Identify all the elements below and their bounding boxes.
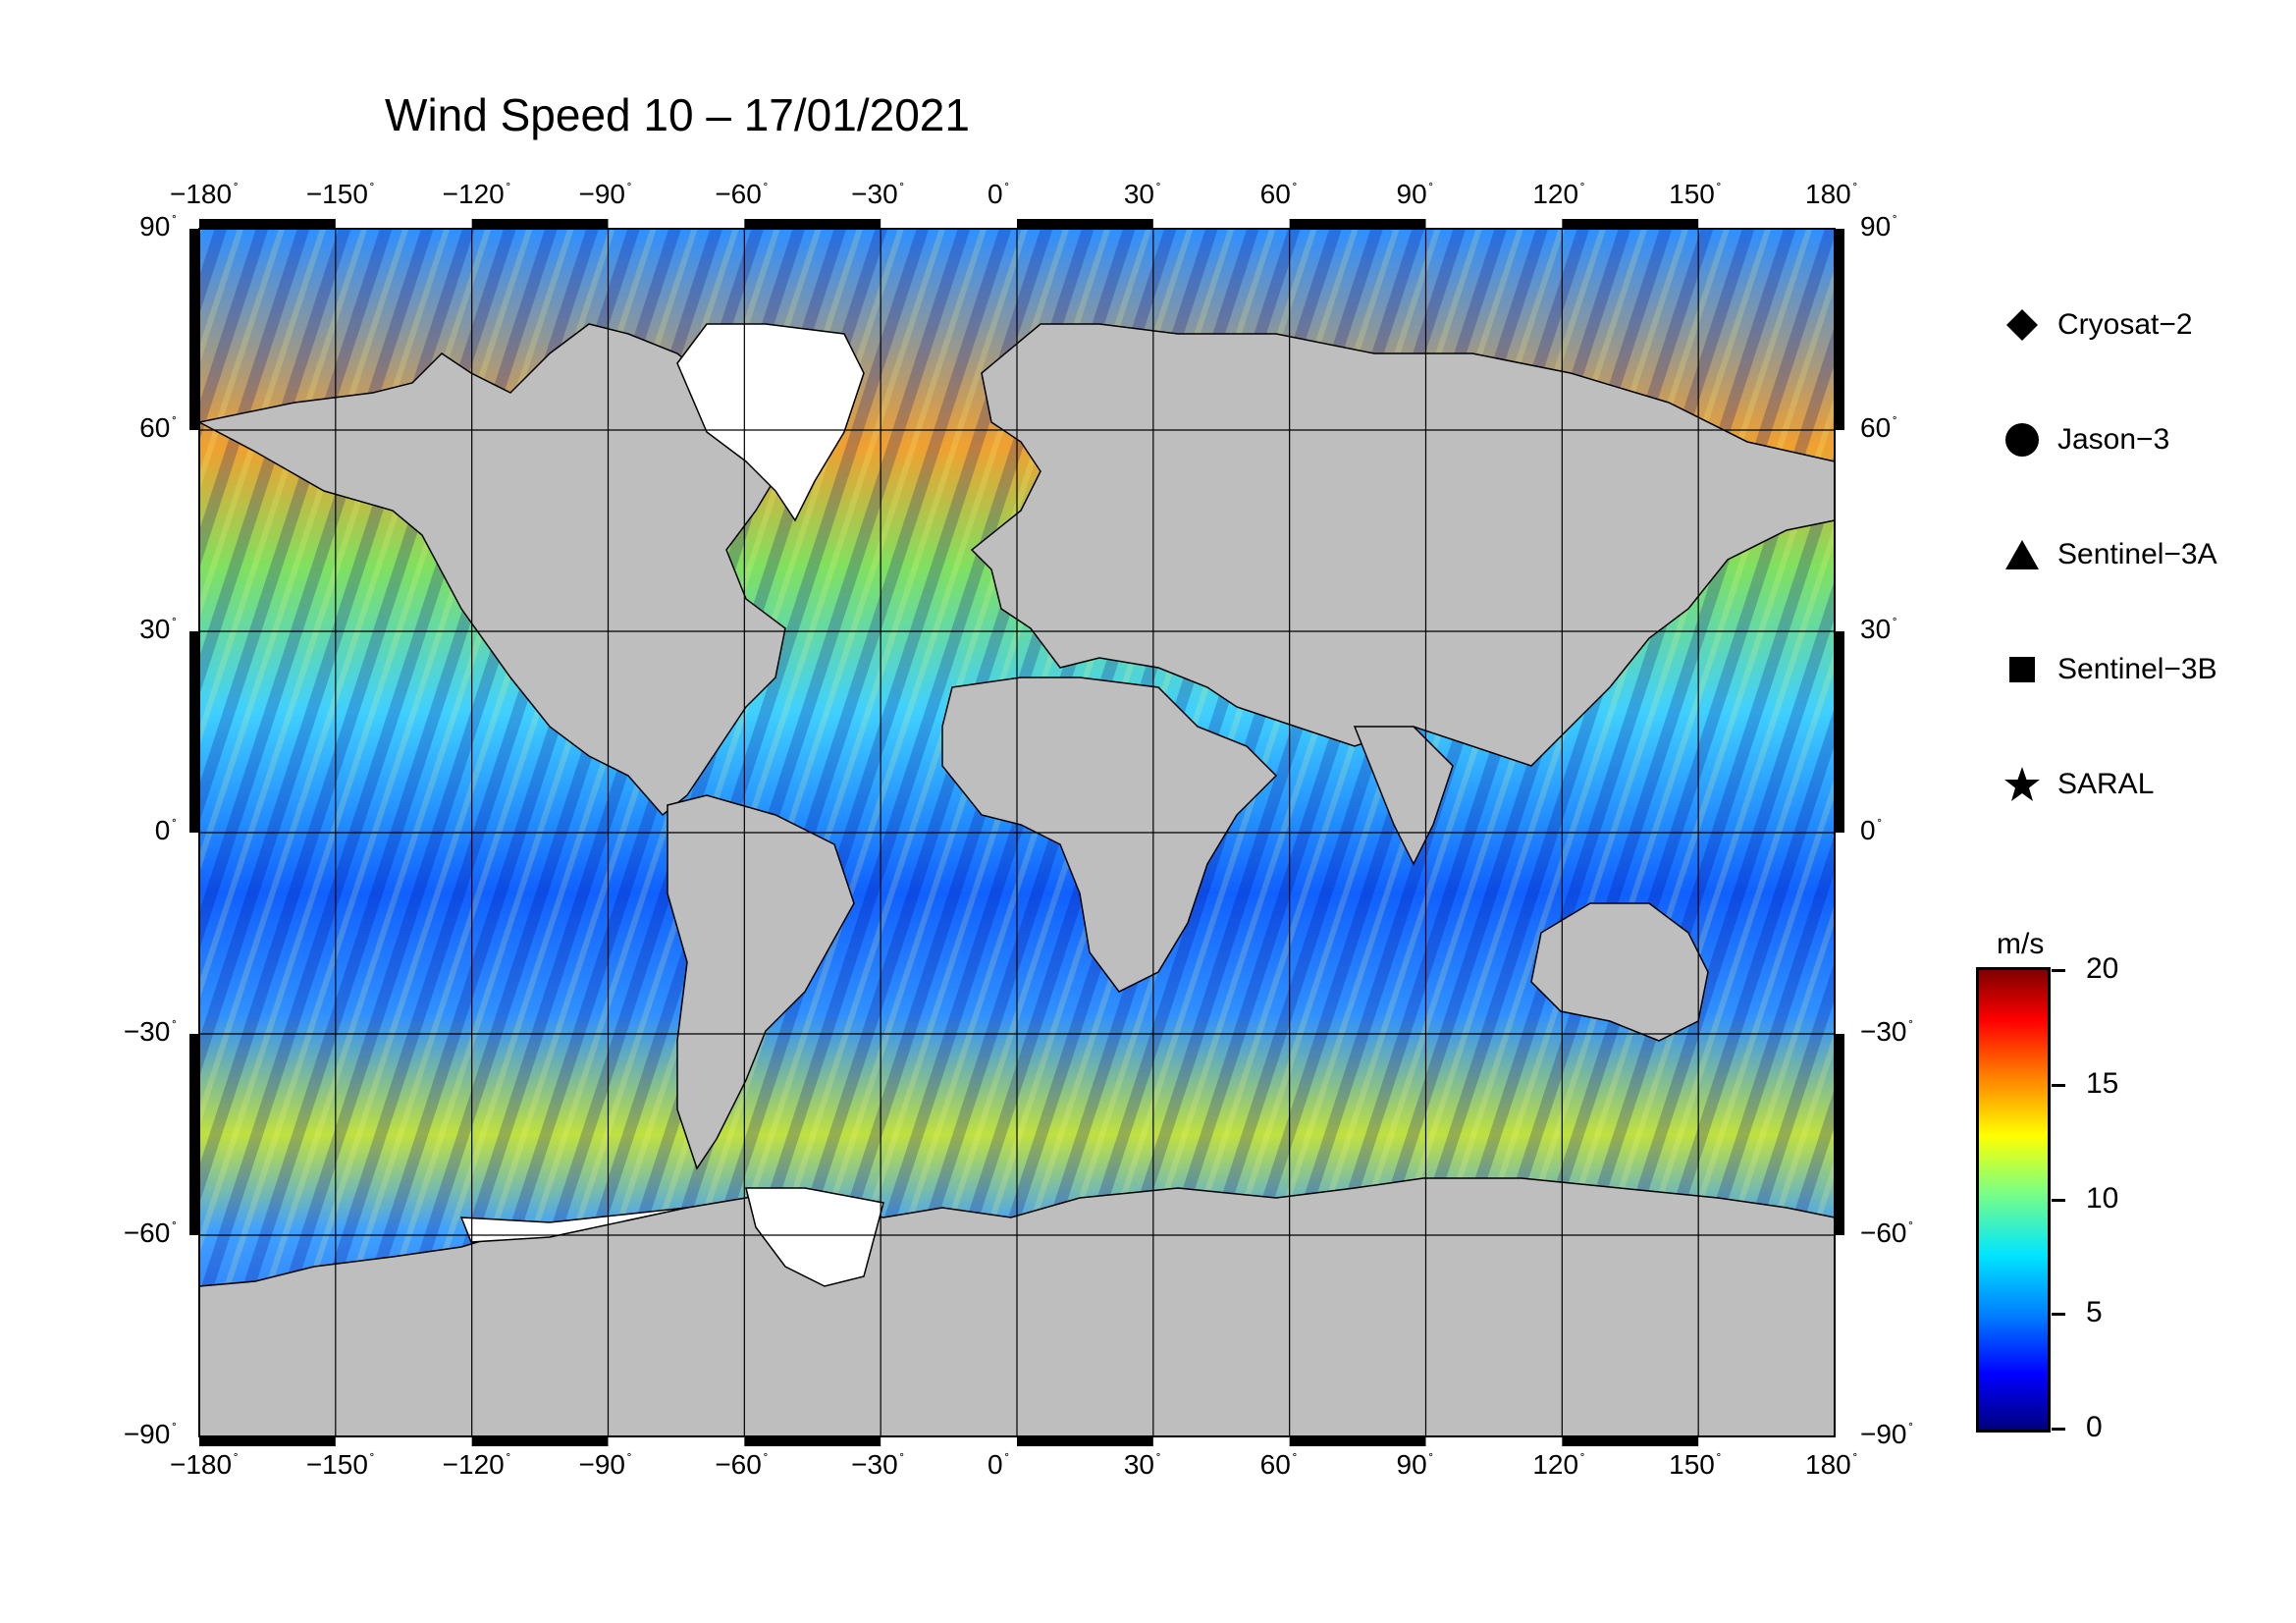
colorbar-tick-mark	[2052, 1198, 2065, 1202]
africa	[941, 676, 1278, 993]
india	[1353, 726, 1454, 866]
lat-tick-label-left: 60 ˚	[139, 412, 177, 443]
lon-tick-label-top: 90 ˚	[1396, 179, 1434, 209]
lon-tick-label-top: −30 ˚	[851, 179, 905, 209]
map-title: Wind Speed 10 – 17/01/2021	[385, 89, 970, 140]
frame-bar-segment	[1835, 1034, 1844, 1235]
lon-tick-label-bottom: 120 ˚	[1532, 1449, 1585, 1480]
diamond-icon	[2006, 309, 2038, 341]
frame-bar-segment	[1289, 1436, 1426, 1446]
lat-tick-label-right: 30 ˚	[1860, 614, 1897, 644]
legend-label: Sentinel−3B	[2057, 653, 2217, 685]
lat-tick-label-left: −60 ˚	[123, 1217, 177, 1248]
lon-tick-label-top: −90 ˚	[578, 179, 632, 209]
lat-tick-label-right: −90 ˚	[1860, 1419, 1914, 1449]
lon-tick-label-top: 180 ˚	[1805, 179, 1858, 209]
colorbar-tick-label: 15	[2086, 1066, 2119, 1100]
colorbar-tick-mark	[2052, 1428, 2065, 1431]
lat-tick-label-right: 60 ˚	[1860, 412, 1897, 443]
frame-bar-segment	[189, 631, 199, 833]
lat-tick-label-right: 90 ˚	[1860, 211, 1897, 242]
lat-tick-label-right: 0 ˚	[1860, 815, 1883, 845]
triangle-icon	[2005, 540, 2039, 569]
frame-bar-segment	[1017, 219, 1153, 229]
lon-tick-label-bottom: −120 ˚	[442, 1449, 511, 1480]
map-plot-area	[189, 219, 1844, 1446]
lon-tick-label-bottom: 30 ˚	[1123, 1449, 1161, 1480]
colorbar	[1976, 967, 2051, 1433]
lon-tick-label-bottom: −60 ˚	[715, 1449, 769, 1480]
lon-tick-label-bottom: −30 ˚	[851, 1449, 905, 1480]
legend-item-sentinel-3a: Sentinel−3A	[2002, 533, 2217, 576]
legend-item-jason: Jason−3	[2002, 418, 2169, 461]
frame-bar-segment	[744, 219, 881, 229]
frame-bar-segment	[1017, 1436, 1153, 1446]
lon-tick-label-bottom: 150 ˚	[1669, 1449, 1722, 1480]
lon-tick-label-bottom: −180 ˚	[170, 1449, 239, 1480]
legend-label: Sentinel−3A	[2057, 538, 2217, 570]
colorbar-tick-label: 10	[2086, 1181, 2119, 1215]
lat-tick-label-left: −30 ˚	[123, 1016, 177, 1047]
legend-item-cryosat: Cryosat−2	[2002, 303, 2193, 347]
frame-bar-segment	[189, 1034, 199, 1235]
colorbar-tick-mark	[2052, 1313, 2065, 1317]
frame-bar-segment	[1562, 219, 1699, 229]
lon-tick-label-top: 150 ˚	[1669, 179, 1722, 209]
weddell-ice	[745, 1187, 884, 1287]
lon-tick-label-top: −60 ˚	[715, 179, 769, 209]
legend-label: Cryosat−2	[2057, 308, 2193, 341]
frame-bar-segment	[1835, 229, 1844, 430]
legend-label: Jason−3	[2057, 423, 2170, 456]
frame-bar-segment	[199, 1436, 336, 1446]
colorbar-tick-mark	[2052, 1083, 2065, 1087]
star-icon	[2004, 767, 2040, 801]
lon-tick-label-bottom: 90 ˚	[1396, 1449, 1434, 1480]
lat-tick-label-left: −90 ˚	[123, 1419, 177, 1449]
frame-bar-segment	[471, 1436, 609, 1446]
lon-tick-label-top: 60 ˚	[1259, 179, 1298, 209]
lon-tick-label-bottom: −150 ˚	[305, 1449, 375, 1480]
lat-tick-label-left: 90 ˚	[139, 211, 177, 242]
colorbar-tick-label: 20	[2086, 952, 2119, 985]
lon-tick-label-bottom: 0 ˚	[988, 1449, 1010, 1480]
lon-tick-label-top: −180 ˚	[170, 179, 239, 209]
frame-bar-segment	[1562, 1436, 1699, 1446]
antarctic-sea-ice	[459, 1207, 688, 1243]
colorbar-tick-mark	[2052, 969, 2065, 972]
frame-bar-segment	[471, 219, 609, 229]
europe-asia	[970, 323, 1836, 767]
colorbar-tick-label: 5	[2086, 1296, 2103, 1329]
lon-tick-label-top: 0 ˚	[988, 179, 1010, 209]
greenland	[676, 323, 865, 522]
lon-tick-label-top: 120 ˚	[1532, 179, 1585, 209]
lat-tick-label-left: 30 ˚	[139, 614, 177, 644]
frame-bar-segment	[744, 1436, 881, 1446]
lat-tick-label-right: −30 ˚	[1860, 1016, 1914, 1047]
legend-item-sentinel-3b: Sentinel−3B	[2002, 648, 2217, 691]
square-icon	[2009, 657, 2035, 682]
colorbar-tick-label: 0	[2086, 1411, 2103, 1443]
lat-tick-label-right: −60 ˚	[1860, 1217, 1914, 1248]
lon-tick-label-bottom: −90 ˚	[578, 1449, 632, 1480]
lon-tick-label-top: −120 ˚	[442, 179, 511, 209]
legend-label: SARAL	[2057, 768, 2155, 800]
lon-tick-label-top: 30 ˚	[1123, 179, 1161, 209]
frame-bar-segment	[1289, 219, 1426, 229]
circle-icon	[2005, 423, 2039, 457]
legend-item-saral: SARAL	[2002, 763, 2154, 806]
colorbar-unit: m/s	[1997, 928, 2045, 960]
frame-scale-bars	[189, 219, 1844, 1446]
frame-bar-segment	[199, 219, 336, 229]
frame-bar-segment	[1835, 631, 1844, 833]
lon-tick-label-bottom: 180 ˚	[1805, 1449, 1858, 1480]
lon-tick-label-bottom: 60 ˚	[1259, 1449, 1298, 1480]
south-america	[667, 794, 855, 1170]
frame-bar-segment	[189, 229, 199, 430]
lon-tick-label-top: −150 ˚	[305, 179, 375, 209]
lat-tick-label-left: 0 ˚	[154, 815, 177, 845]
